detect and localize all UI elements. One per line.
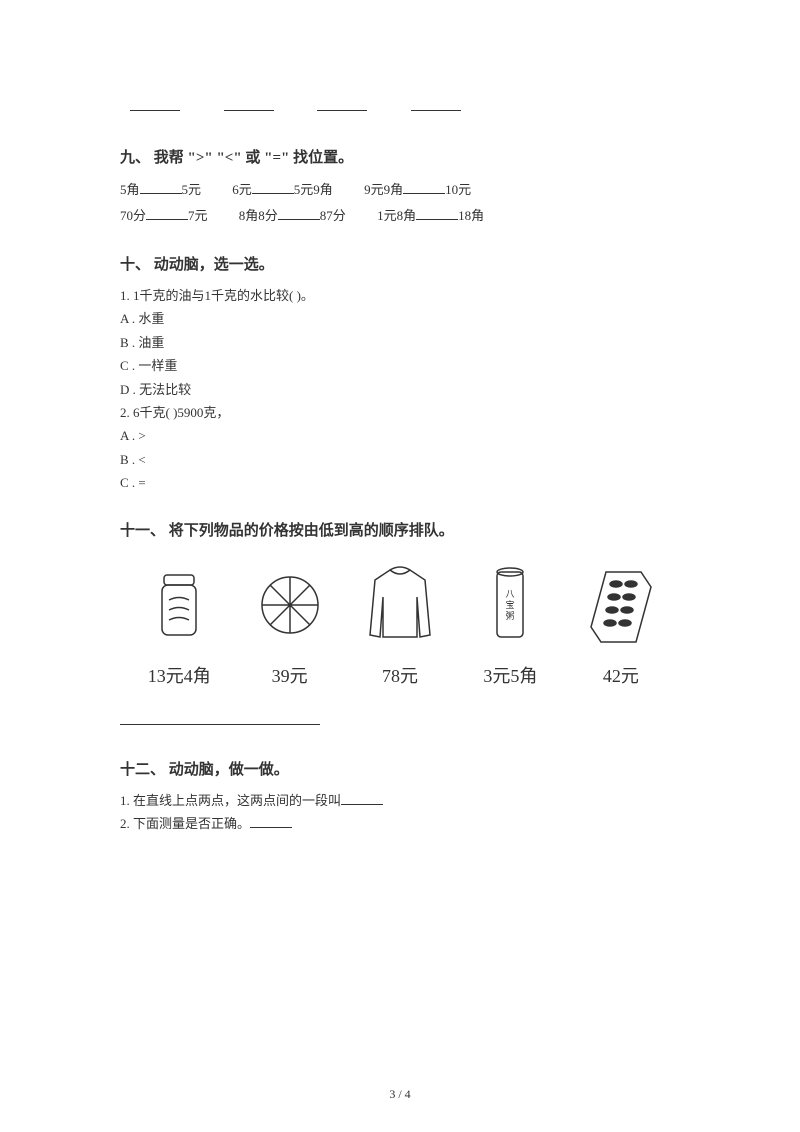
basketball-icon (234, 560, 344, 650)
text: 5元 (182, 182, 202, 197)
text: 1. 在直线上点两点，这两点间的一段叫 (120, 793, 341, 808)
blank (140, 193, 182, 194)
item-pills: 42元 (566, 560, 676, 688)
blank (130, 110, 180, 111)
text: 6元 (232, 182, 252, 197)
section-11-title: 十一、 将下列物品的价格按由低到高的顺序排队。 (120, 519, 680, 540)
q1-opt-b: B . 油重 (120, 331, 680, 354)
section-10-title: 十、 动动脑，选一选。 (120, 253, 680, 274)
section-12-title: 十二、 动动脑，做一做。 (120, 758, 680, 779)
answer-line (120, 688, 680, 730)
q1-text: 1. 1千克的油与1千克的水比较( )。 (120, 284, 680, 307)
text: 10元 (445, 182, 471, 197)
blank (341, 804, 383, 805)
blank (224, 110, 274, 111)
blank (411, 110, 461, 111)
price: 39元 (234, 662, 344, 688)
text: 2. 下面测量是否正确。 (120, 816, 250, 831)
q2-opt-c: C . = (120, 471, 680, 494)
text: 70分 (120, 208, 146, 223)
items-row: 13元4角 39元 78元 八 宝 粥 (120, 560, 680, 688)
section-9-title: 九、 我帮 ">" "<" 或 "=" 找位置。 (120, 146, 680, 167)
pills-icon (566, 560, 676, 650)
svg-text:粥: 粥 (506, 610, 515, 621)
top-blanks (120, 100, 680, 116)
can-icon: 八 宝 粥 (455, 560, 565, 650)
section-9-row1: 5角 5元 6元 5元9角 9元9角 10元 (120, 177, 680, 203)
section-10-body: 1. 1千克的油与1千克的水比较( )。 A . 水重 B . 油重 C . 一… (120, 284, 680, 495)
svg-text:八: 八 (506, 589, 515, 599)
text: 1元8角 (377, 208, 416, 223)
q1-opt-c: C . 一样重 (120, 354, 680, 377)
price: 3元5角 (455, 662, 565, 688)
item-can: 八 宝 粥 3元5角 (455, 560, 565, 688)
q12-2: 2. 下面测量是否正确。 (120, 812, 680, 835)
q2-opt-b: B . < (120, 448, 680, 471)
q12-1: 1. 在直线上点两点，这两点间的一段叫 (120, 789, 680, 812)
text: 5角 (120, 182, 140, 197)
svg-text:宝: 宝 (506, 599, 515, 610)
section-9-row2: 70分 7元 8角8分 87分 1元8角 18角 (120, 203, 680, 229)
text: 18角 (458, 208, 484, 223)
blank (403, 193, 445, 194)
text: 8角8分 (239, 208, 278, 223)
q1-opt-a: A . 水重 (120, 307, 680, 330)
item-jar: 13元4角 (124, 560, 234, 688)
blank (146, 219, 188, 220)
price: 42元 (566, 662, 676, 688)
item-sweater: 78元 (345, 560, 455, 688)
price: 13元4角 (124, 662, 234, 688)
blank (416, 219, 458, 220)
text: 7元 (188, 208, 208, 223)
text: 9元9角 (364, 182, 403, 197)
jar-icon (124, 560, 234, 650)
page-number: 3 / 4 (0, 1087, 800, 1102)
q2-opt-a: A . > (120, 424, 680, 447)
q1-opt-d: D . 无法比较 (120, 378, 680, 401)
item-basketball: 39元 (234, 560, 344, 688)
sweater-icon (345, 560, 455, 650)
price: 78元 (345, 662, 455, 688)
text: 5元9角 (294, 182, 333, 197)
q2-text: 2. 6千克( )5900克， (120, 401, 680, 424)
blank (278, 219, 320, 220)
text: 87分 (320, 208, 346, 223)
blank (317, 110, 367, 111)
blank (250, 827, 292, 828)
blank (252, 193, 294, 194)
